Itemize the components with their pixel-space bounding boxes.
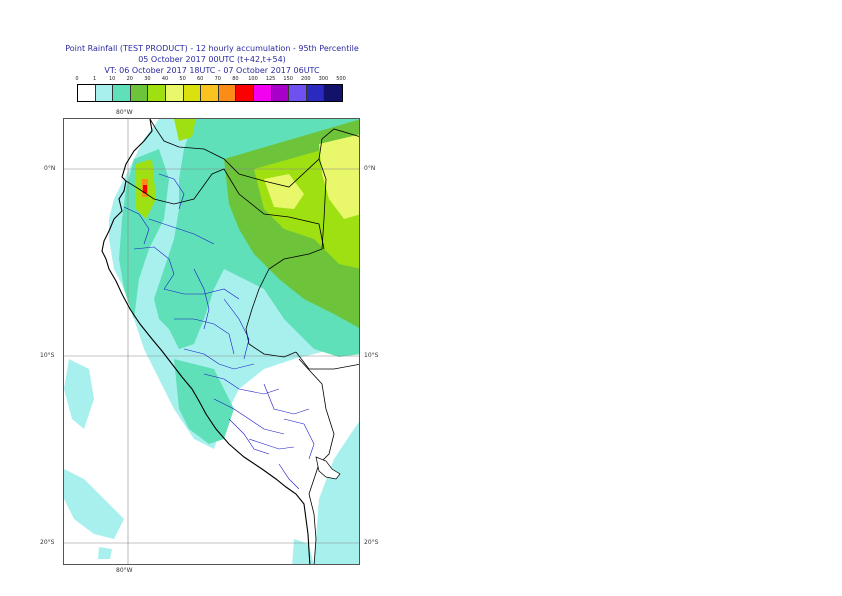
lat-label-right-0: 0°N: [364, 165, 376, 172]
legend-tick-label: 20: [126, 76, 133, 82]
legend-tick-label: 300: [318, 76, 329, 82]
lat-label-right-20: 20°S: [364, 539, 379, 546]
legend-tick-label: 40: [161, 76, 169, 82]
lat-label-left-10: 10°S: [40, 352, 55, 359]
lon-label-bottom: 80°W: [116, 567, 133, 574]
legend-swatch: [165, 85, 184, 101]
legend-tick-label: 30: [144, 76, 151, 82]
bolivia-peru-border: [298, 358, 335, 495]
legend-swatch: [201, 85, 219, 101]
chile-border: [308, 493, 317, 564]
legend-tick-label: 125: [265, 76, 276, 82]
base-time-line: 05 October 2017 00UTC (t+42,t+54): [138, 55, 286, 64]
rainfall-map: [63, 118, 360, 565]
bolivia-border: [295, 351, 359, 370]
coastline: [101, 119, 311, 564]
legend-tick-label: 200: [301, 76, 311, 82]
legend-swatch: [183, 85, 202, 101]
rainfall-shading: [64, 119, 359, 564]
ecuador-peru-border: [125, 168, 325, 250]
rain-region-coast-teal: [119, 149, 169, 319]
legend-tick-labels: 0 1 10 20 30 40 50 60 70 80 100 125 150 200 300 500: [0, 76, 842, 84]
legend-swatch: [78, 85, 96, 101]
rain-region-green2: [339, 249, 359, 328]
legend-swatch: [324, 85, 342, 101]
legend-swatch: [148, 85, 166, 101]
legend-swatch: [113, 85, 131, 101]
lake-titicaca: [315, 456, 341, 480]
lon-label-top: 80°W: [116, 109, 133, 116]
legend-swatch: [130, 85, 149, 101]
chart-title: Point Rainfall (TEST PRODUCT) - 12 hourl…: [65, 44, 359, 53]
legend-tick-label: 70: [214, 76, 221, 82]
graticule: [64, 119, 359, 564]
brazil-border: [245, 158, 327, 358]
valid-time-line: VT: 06 October 2017 18UTC - 07 October 2…: [104, 66, 320, 75]
legend-tick-label: 0: [75, 76, 79, 82]
legend-swatch: [218, 85, 237, 101]
legend-tick-label: 50: [179, 76, 186, 82]
rainfall-legend: [77, 84, 343, 102]
lat-label-right-10: 10°S: [364, 352, 379, 359]
rain-region-west-patch1: [64, 359, 94, 429]
legend-tick-label: 100: [248, 76, 258, 82]
legend-tick-label: 1: [93, 76, 97, 82]
legend-tick-label: 10: [109, 76, 116, 82]
legend-swatch: [95, 85, 114, 101]
country-borders: [125, 119, 359, 564]
legend-swatch: [306, 85, 325, 101]
legend-tick-label: 80: [232, 76, 239, 82]
legend-tick-label: 150: [283, 76, 293, 82]
rain-region-hotspot-core: [143, 185, 147, 193]
legend-tick-label: 60: [197, 76, 204, 82]
rain-region-west-patch2: [64, 469, 124, 539]
legend-swatch: [236, 85, 254, 101]
rain-region-sw-patch: [98, 547, 112, 559]
legend-swatch: [253, 85, 272, 101]
rain-region-andes-teal: [174, 359, 234, 444]
rain-region-north-green: [174, 119, 196, 141]
map-canvas: [64, 119, 359, 564]
legend-tick-label: 500: [336, 76, 346, 82]
lat-label-left-0: 0°N: [44, 165, 56, 172]
lat-label-left-20: 20°S: [40, 539, 55, 546]
legend-swatch: [271, 85, 290, 101]
regional-borders: [123, 173, 315, 490]
colombia-border: [149, 119, 359, 188]
legend-swatch: [289, 85, 307, 101]
rain-region-yellow: [319, 134, 359, 219]
